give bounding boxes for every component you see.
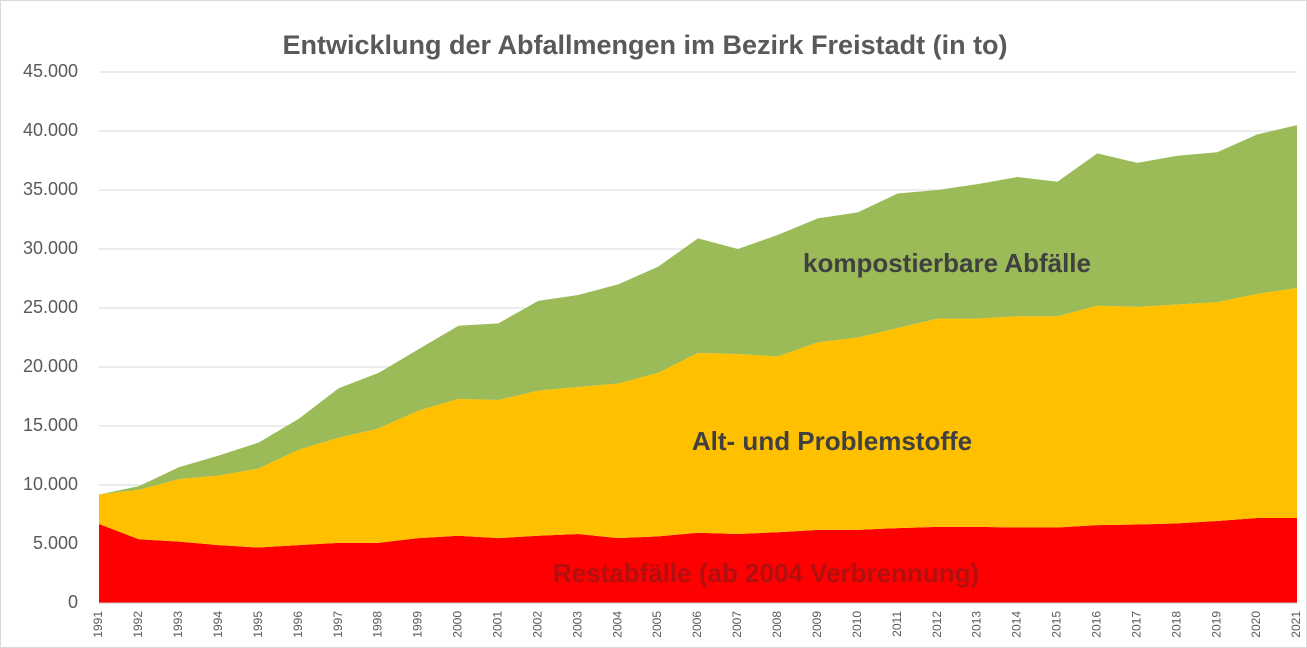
series-label: Restabfälle (ab 2004 Verbrennung) [553, 558, 979, 588]
y-tick-label: 10.000 [23, 474, 78, 494]
x-tick-label: 2002 [530, 611, 544, 638]
x-tick-label: 2018 [1169, 611, 1183, 638]
y-tick-label: 25.000 [23, 297, 78, 317]
x-tick-label: 2021 [1289, 611, 1303, 638]
x-tick-label: 2003 [570, 611, 584, 638]
y-tick-label: 30.000 [23, 238, 78, 258]
x-tick-label: 1995 [251, 611, 265, 638]
x-tick-label: 2019 [1209, 611, 1223, 638]
y-tick-label: 45.000 [23, 61, 78, 81]
area [99, 125, 1297, 495]
x-tick-label: 1992 [131, 611, 145, 638]
y-tick-label: 35.000 [23, 179, 78, 199]
y-tick-label: 5.000 [33, 533, 78, 553]
x-tick-label: 2017 [1129, 611, 1143, 638]
x-tick-label: 2012 [930, 611, 944, 638]
y-tick-label: 40.000 [23, 120, 78, 140]
area [99, 287, 1297, 548]
x-tick-label: 2011 [890, 611, 904, 637]
x-tick-label: 2006 [690, 611, 704, 638]
series-label: kompostierbare Abfälle [803, 248, 1091, 278]
x-tick-label: 2016 [1090, 611, 1104, 638]
chart-title: Entwicklung der Abfallmengen im Bezirk F… [282, 30, 1007, 60]
x-tick-label: 1996 [291, 611, 305, 638]
x-tick-label: 1999 [411, 611, 425, 638]
x-tick-label: 2001 [491, 611, 505, 638]
x-tick-label: 2013 [970, 611, 984, 638]
x-tick-label: 2015 [1050, 611, 1064, 638]
x-tick-label: 2000 [451, 611, 465, 638]
x-tick-label: 2009 [810, 611, 824, 638]
x-tick-label: 2007 [730, 611, 744, 638]
x-tick-label: 2004 [610, 611, 624, 638]
x-tick-label: 1997 [331, 611, 345, 638]
x-tick-label: 2010 [850, 611, 864, 638]
x-tick-label: 2014 [1010, 611, 1024, 638]
y-tick-label: 0 [68, 592, 78, 612]
series-label: Alt- und Problemstoffe [692, 426, 972, 456]
x-tick-label: 1993 [171, 611, 185, 638]
x-tick-label: 2020 [1249, 611, 1263, 638]
x-tick-label: 1994 [211, 611, 225, 638]
y-tick-label: 15.000 [23, 415, 78, 435]
area [99, 518, 1297, 603]
x-tick-label: 2005 [650, 611, 664, 638]
x-tick-label: 1998 [371, 611, 385, 638]
x-tick-label: 1991 [91, 611, 105, 638]
x-tick-label: 2008 [770, 611, 784, 638]
y-tick-label: 20.000 [23, 356, 78, 376]
